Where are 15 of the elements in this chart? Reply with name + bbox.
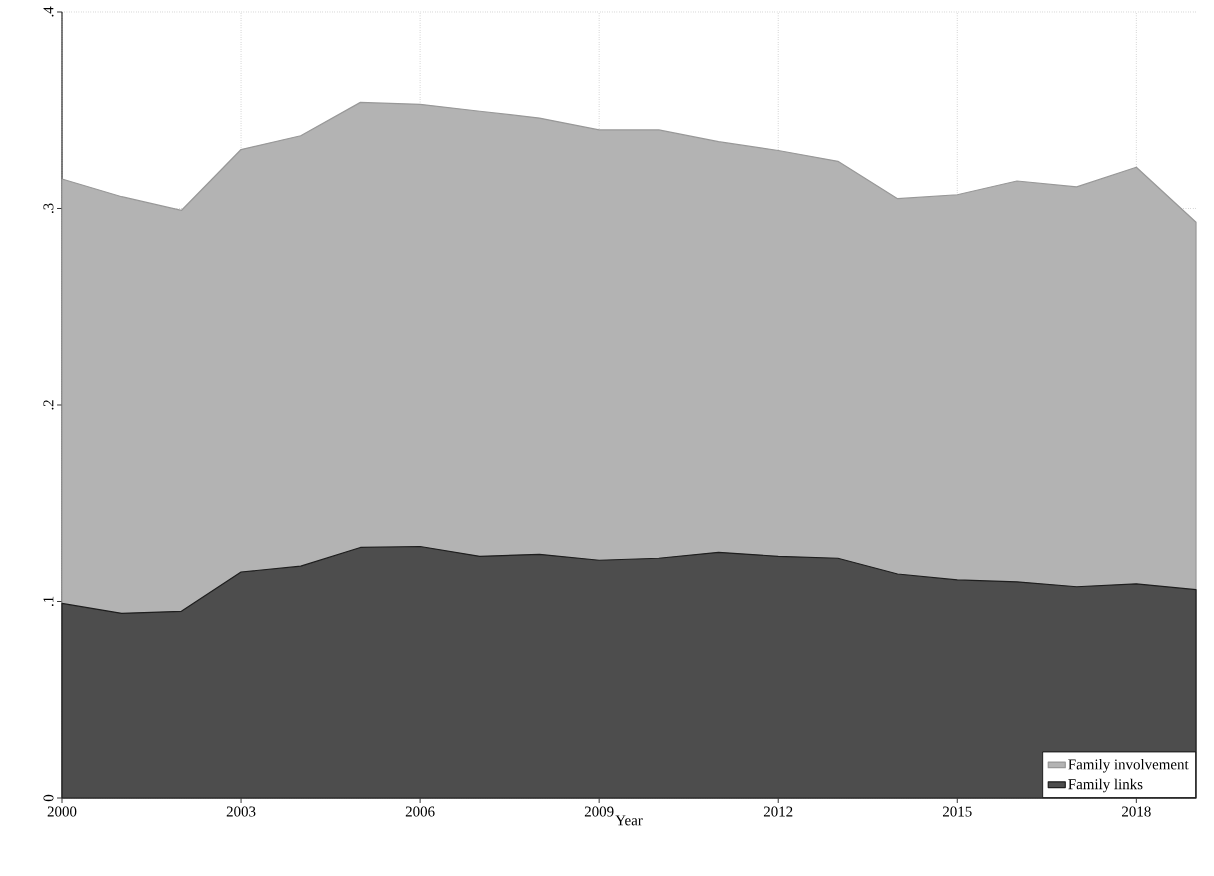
x-tick-label: 2003 — [226, 806, 256, 817]
y-tick-label: .4 — [43, 6, 54, 17]
y-tick-label: 0 — [43, 794, 54, 802]
x-tick-label: 2012 — [763, 806, 793, 817]
y-tick-label: .3 — [43, 203, 54, 214]
x-tick-label: 2015 — [942, 806, 972, 817]
x-axis-title: Year — [615, 815, 643, 826]
x-tick-label: 2009 — [584, 806, 614, 817]
legend-label: Family involvement — [1068, 758, 1189, 773]
x-tick-label: 2018 — [1122, 806, 1151, 817]
x-tick-label: 2000 — [47, 806, 77, 817]
y-tick-label: .1 — [43, 596, 54, 607]
legend-label: Family links — [1068, 778, 1143, 793]
x-tick-label: 2006 — [405, 806, 435, 817]
y-tick-label: .2 — [43, 400, 54, 410]
